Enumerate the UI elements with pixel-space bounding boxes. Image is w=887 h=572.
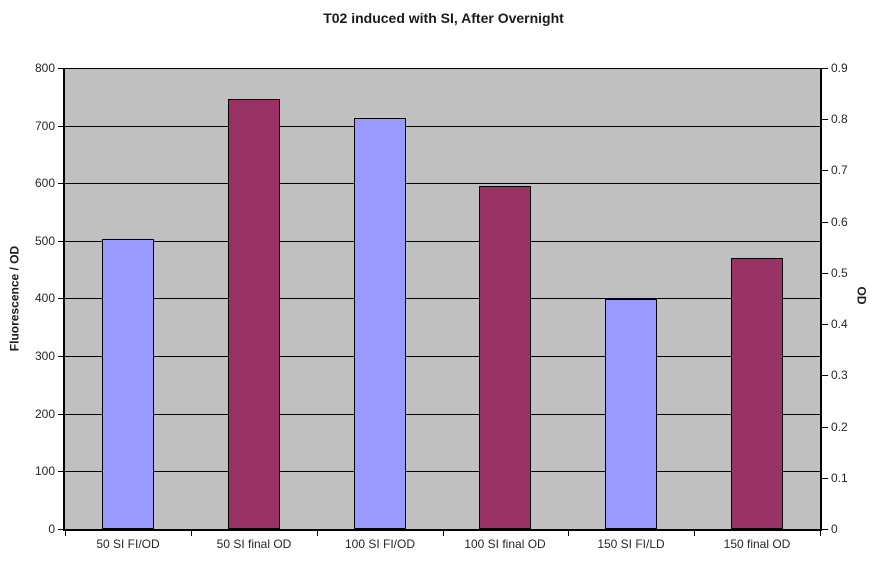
- bar-150-si-fi-ld: [605, 299, 657, 529]
- right-axis-tick-label: 0.5: [831, 266, 848, 280]
- right-axis-tick-label: 0.3: [831, 368, 848, 382]
- left-axis-tick: [58, 471, 64, 472]
- left-axis-tick: [58, 356, 64, 357]
- gridline: [65, 356, 820, 357]
- left-axis-tick: [58, 529, 64, 530]
- right-axis-title: OD: [854, 286, 869, 305]
- right-axis-tick-label: 0.7: [831, 163, 848, 177]
- x-axis-tick: [65, 531, 66, 536]
- category-label: 50 SI FI/OD: [96, 537, 160, 551]
- left-axis-tick-label: 300: [34, 349, 55, 363]
- left-axis-tick: [58, 183, 64, 184]
- left-axis-tick-label: 200: [34, 407, 55, 421]
- right-axis-tick: [822, 324, 828, 325]
- gridline: [65, 471, 820, 472]
- left-axis-line: [63, 68, 65, 531]
- bar-50-si-fi-od: [102, 239, 154, 529]
- left-axis-tick: [58, 298, 64, 299]
- bar-100-si-final-od: [479, 186, 531, 529]
- right-axis-tick-label: 0.1: [831, 471, 848, 485]
- left-axis-tick-label: 100: [34, 464, 55, 478]
- right-axis-tick: [822, 478, 828, 479]
- right-axis-tick: [822, 529, 828, 530]
- right-axis-tick: [822, 375, 828, 376]
- gridline: [65, 414, 820, 415]
- x-axis-tick: [820, 531, 821, 536]
- right-axis-line: [820, 68, 822, 531]
- left-axis-tick: [58, 126, 64, 127]
- left-axis-tick-label: 500: [34, 234, 55, 248]
- left-axis-tick: [58, 68, 64, 69]
- category-label: 150 SI FI/LD: [597, 537, 665, 551]
- right-axis-tick-label: 0: [831, 522, 838, 536]
- gridline: [65, 298, 820, 299]
- category-label: 50 SI final OD: [216, 537, 292, 551]
- bottom-axis-line: [63, 529, 822, 531]
- right-axis-tick: [822, 119, 828, 120]
- gridline: [65, 68, 820, 69]
- right-axis-tick: [822, 68, 828, 69]
- left-axis-tick-label: 800: [34, 61, 55, 75]
- left-axis-tick: [58, 414, 64, 415]
- right-axis-tick: [822, 222, 828, 223]
- bar-150-final-od: [731, 258, 783, 529]
- left-axis-tick-label: 700: [34, 119, 55, 133]
- x-axis-tick: [317, 531, 318, 536]
- x-axis-tick: [568, 531, 569, 536]
- right-axis-tick: [822, 273, 828, 274]
- x-axis-tick: [191, 531, 192, 536]
- left-axis-tick-label: 400: [34, 291, 55, 305]
- gridline: [65, 126, 820, 127]
- right-axis-tick-label: 0.6: [831, 215, 848, 229]
- bar-50-si-final-od: [228, 99, 280, 529]
- left-axis-tick-label: 0: [48, 522, 55, 536]
- gridline: [65, 241, 820, 242]
- category-label: 100 SI FI/OD: [344, 537, 416, 551]
- right-axis-tick-label: 0.4: [831, 317, 848, 331]
- gridline: [65, 183, 820, 184]
- category-label: 100 SI final OD: [464, 537, 546, 551]
- right-axis-tick-label: 0.2: [831, 420, 848, 434]
- bar-100-si-fi-od: [354, 118, 406, 529]
- x-axis-tick: [694, 531, 695, 536]
- right-axis-tick: [822, 170, 828, 171]
- right-axis-tick: [822, 427, 828, 428]
- right-axis-tick-label: 0.9: [831, 61, 848, 75]
- left-axis-tick: [58, 241, 64, 242]
- category-label: 150 final OD: [723, 537, 791, 551]
- left-axis-tick-label: 600: [34, 176, 55, 190]
- x-axis-tick: [443, 531, 444, 536]
- chart-title: T02 induced with SI, After Overnight: [323, 10, 564, 26]
- right-axis-tick-label: 0.8: [831, 112, 848, 126]
